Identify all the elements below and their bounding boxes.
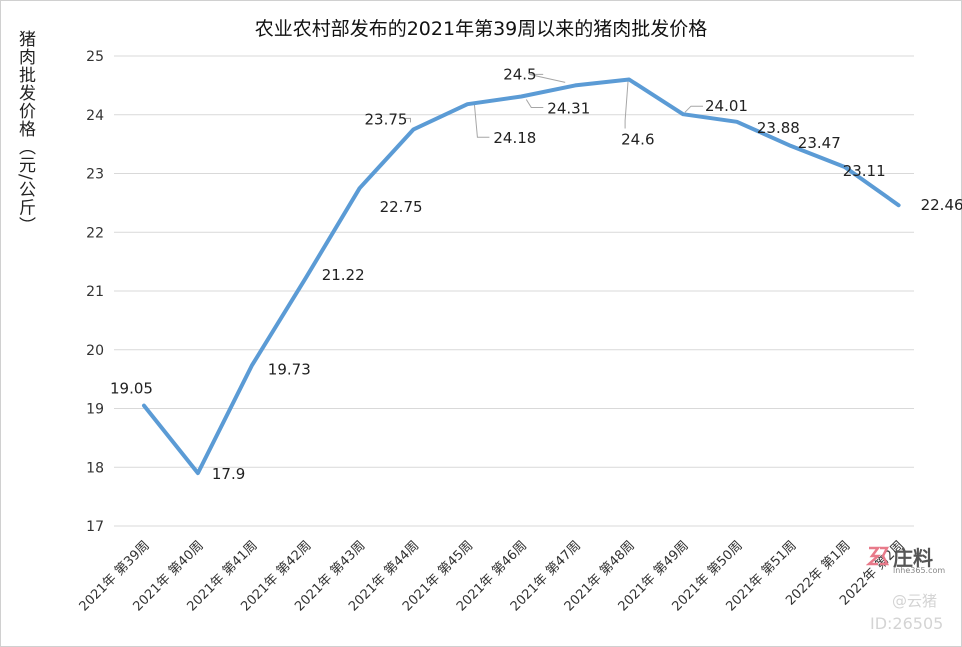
data-label-leader	[525, 99, 544, 108]
data-label: 23.47	[798, 134, 841, 152]
data-label: 23.75	[365, 110, 408, 128]
data-label-leaders	[405, 73, 703, 138]
watermark-account: @云猪	[892, 592, 938, 610]
series-line	[142, 77, 901, 476]
data-label-leader	[529, 73, 566, 83]
data-label: 17.9	[212, 465, 245, 483]
watermark-id: ID:26505	[870, 614, 944, 633]
data-label-leader	[624, 80, 629, 129]
y-tick-label: 24	[86, 108, 104, 124]
y-tick-label: 17	[86, 519, 104, 535]
watermark: 庄料 lnhe365.com @云猪 ID:26505	[865, 542, 958, 642]
data-label: 23.11	[843, 162, 886, 180]
y-tick-label: 20	[86, 343, 104, 359]
gridlines	[114, 55, 914, 527]
data-label: 19.73	[268, 361, 311, 379]
data-label: 23.88	[757, 119, 800, 137]
chart-title: 农业农村部发布的2021年第39周以来的猪肉批发价格	[254, 18, 708, 40]
data-label: 24.5	[503, 65, 536, 83]
y-tick-label: 21	[86, 284, 104, 300]
y-tick-label: 25	[86, 49, 104, 65]
y-axis-label: 猪肉批发价格（元/公斤）	[15, 30, 35, 235]
y-tick-label: 19	[86, 402, 104, 418]
y-tick-label: 23	[86, 167, 104, 183]
data-label-leader	[684, 105, 703, 113]
data-label: 24.31	[547, 100, 590, 118]
data-label: 22.75	[380, 198, 423, 216]
data-label: 19.05	[110, 380, 153, 398]
logo-icon	[865, 544, 890, 568]
data-label-leader	[473, 104, 490, 138]
y-tick-label: 22	[86, 225, 104, 241]
watermark-site: lnhe365.com	[893, 566, 946, 575]
data-labels: 19.05 17.9 19.73 21.22 22.75 23.75 24.18 24.31 2…	[110, 65, 962, 483]
data-label-leader	[405, 117, 411, 123]
data-label: 21.22	[322, 266, 365, 284]
y-tick-label: 18	[86, 460, 104, 476]
data-label: 24.01	[705, 97, 748, 115]
data-label: 24.18	[493, 129, 536, 147]
series-line-group	[142, 77, 901, 476]
data-label: 24.6	[621, 131, 654, 149]
y-tick-labels: 17 18 19 20 21 22 23 24 25	[86, 49, 104, 535]
watermark-logo-text: 庄料	[893, 546, 933, 570]
data-label: 22.46	[921, 196, 962, 214]
